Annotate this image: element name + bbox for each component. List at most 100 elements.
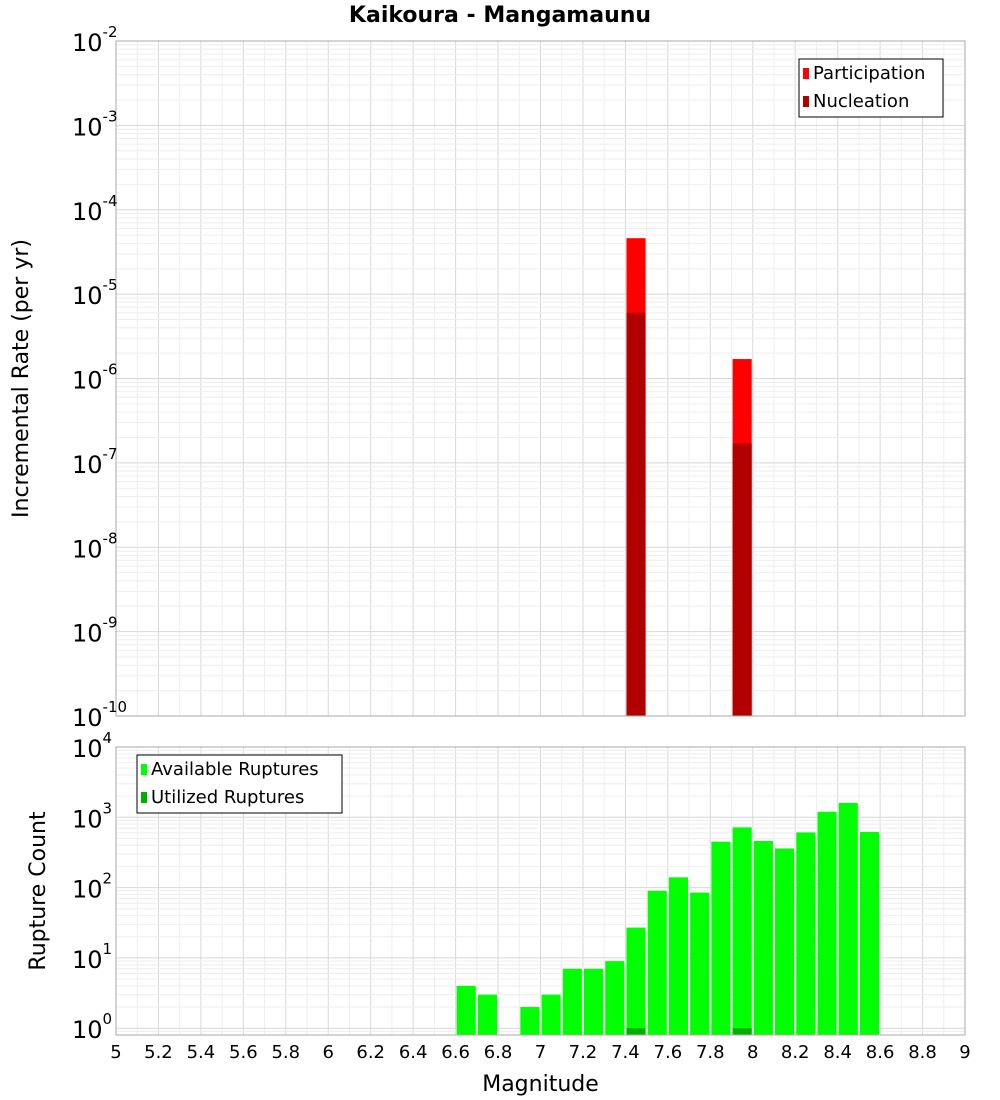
y-tick-label: 103 — [72, 799, 112, 833]
x-tick-label: 6 — [323, 1042, 334, 1063]
bar-available-ruptures — [626, 927, 646, 1035]
legend-swatch — [803, 96, 809, 107]
y-tick-exponent: -4 — [103, 192, 118, 210]
y-tick-label: 10-8 — [72, 529, 118, 563]
x-tick-label: 7.6 — [654, 1042, 683, 1063]
legend-label: Available Ruptures — [151, 759, 319, 780]
rate-panel: 10-1010-910-810-710-610-510-410-310-2Inc… — [9, 23, 966, 732]
y-tick-exponent: -3 — [103, 107, 118, 125]
bar-utilized-ruptures — [626, 1028, 646, 1035]
y-tick-label: 100 — [72, 1010, 112, 1044]
legend-swatch — [141, 764, 147, 775]
y-tick-base: 10 — [72, 1016, 103, 1044]
legend-box — [798, 58, 944, 118]
x-tick-label: 5.8 — [271, 1042, 300, 1063]
x-tick-label: 8.8 — [908, 1042, 937, 1063]
legend-swatch — [141, 792, 147, 803]
bar-available-ruptures — [477, 994, 497, 1035]
y-tick-base: 10 — [72, 535, 103, 563]
y-tick-label: 102 — [72, 870, 112, 904]
y-tick-exponent: -2 — [103, 23, 118, 41]
x-tick-label: 8.6 — [866, 1042, 895, 1063]
x-tick-label: 7.2 — [569, 1042, 598, 1063]
x-tick-label: 7.4 — [611, 1042, 640, 1063]
bar-nucleation — [626, 312, 646, 716]
y-tick-exponent: -8 — [103, 529, 118, 547]
x-tick-label: 5 — [110, 1042, 121, 1063]
chart-title: Kaikoura - Mangamaunu — [349, 3, 651, 28]
y-tick-base: 10 — [72, 876, 103, 904]
y-axis-label: Incremental Rate (per yr) — [9, 239, 34, 518]
y-tick-base: 10 — [72, 282, 103, 310]
y-tick-base: 10 — [72, 704, 103, 732]
y-tick-exponent: -10 — [103, 698, 128, 716]
bar-available-ruptures — [711, 841, 731, 1035]
y-axis-label: Rupture Count — [26, 811, 51, 971]
y-tick-base: 10 — [72, 620, 103, 648]
x-tick-label: 8 — [747, 1042, 758, 1063]
x-tick-label: 6.6 — [441, 1042, 470, 1063]
y-tick-label: 10-4 — [72, 192, 118, 226]
bar-nucleation — [732, 443, 752, 716]
y-tick-label: 10-3 — [72, 107, 118, 141]
y-tick-exponent: 1 — [103, 940, 113, 958]
y-tick-base: 10 — [72, 805, 103, 833]
x-tick-label: 7.8 — [696, 1042, 725, 1063]
bar-available-ruptures — [753, 841, 773, 1035]
legend: Available Ruptures Utilized Ruptures — [136, 754, 343, 814]
y-tick-base: 10 — [72, 735, 103, 763]
legend-box — [136, 754, 343, 814]
legend-label: Nucleation — [813, 91, 909, 112]
y-tick-exponent: 0 — [103, 1010, 113, 1028]
legend-label: Utilized Ruptures — [151, 787, 304, 808]
y-tick-base: 10 — [72, 198, 103, 226]
legend: Participation Nucleation — [798, 58, 944, 118]
bar-available-ruptures — [775, 848, 795, 1035]
y-tick-label: 10-10 — [72, 698, 127, 732]
y-tick-label: 10-6 — [72, 361, 118, 395]
bar-available-ruptures — [605, 961, 625, 1035]
bar-available-ruptures — [668, 877, 689, 1035]
y-tick-exponent: 2 — [103, 870, 113, 888]
bar-utilized-ruptures — [732, 1028, 752, 1035]
y-tick-base: 10 — [72, 29, 103, 57]
plot-frame — [115, 40, 966, 717]
bar-available-ruptures — [838, 802, 858, 1035]
legend-label: Participation — [813, 63, 925, 84]
bar-available-ruptures — [541, 994, 561, 1035]
y-tick-label: 104 — [72, 729, 112, 763]
bar-available-ruptures — [859, 831, 880, 1035]
x-tick-label: 5.4 — [187, 1042, 216, 1063]
bar-available-ruptures — [817, 811, 837, 1035]
bar-available-ruptures — [732, 827, 752, 1035]
y-tick-label: 10-9 — [72, 614, 118, 648]
x-axis-label: Magnitude — [482, 1072, 599, 1097]
y-tick-exponent: 4 — [103, 729, 113, 747]
y-tick-exponent: -9 — [103, 614, 118, 632]
y-tick-exponent: 3 — [103, 799, 113, 817]
x-tick-label: 6.2 — [356, 1042, 385, 1063]
x-tick-label: 5.2 — [144, 1042, 173, 1063]
legend-swatch — [803, 68, 809, 79]
x-tick-label: 7 — [535, 1042, 546, 1063]
y-tick-label: 101 — [72, 940, 112, 974]
y-tick-exponent: -7 — [103, 445, 118, 463]
x-tick-label: 5.6 — [229, 1042, 258, 1063]
bar-available-ruptures — [796, 832, 816, 1035]
y-tick-base: 10 — [72, 367, 103, 395]
x-tick-label: 8.4 — [823, 1042, 852, 1063]
bar-available-ruptures — [647, 890, 667, 1035]
y-tick-exponent: -5 — [103, 276, 118, 294]
y-tick-base: 10 — [72, 451, 103, 479]
bar-available-ruptures — [520, 1007, 540, 1035]
y-tick-base: 10 — [72, 113, 103, 141]
y-tick-base: 10 — [72, 946, 103, 974]
x-tick-label: 8.2 — [781, 1042, 810, 1063]
y-tick-label: 10-2 — [72, 23, 118, 57]
x-tick-label: 6.4 — [399, 1042, 428, 1063]
bar-available-ruptures — [690, 892, 710, 1035]
y-tick-exponent: -6 — [103, 361, 118, 379]
y-tick-label: 10-7 — [72, 445, 118, 479]
